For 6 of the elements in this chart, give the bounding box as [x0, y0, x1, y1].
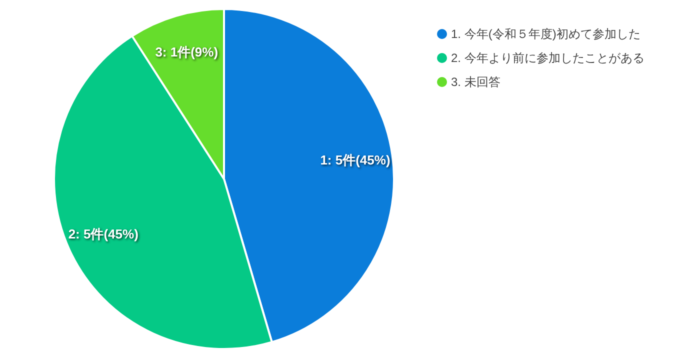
legend-label: 1. 今年(令和５年度)初めて参加した [451, 27, 640, 41]
data-label: 3: 1件(9%) [155, 44, 218, 60]
data-label: 1: 5件(45%) [320, 152, 390, 168]
data-label: 2: 5件(45%) [68, 226, 138, 242]
legend-label: 3. 未回答 [451, 75, 500, 89]
legend-label: 2. 今年より前に参加したことがある [451, 51, 644, 65]
